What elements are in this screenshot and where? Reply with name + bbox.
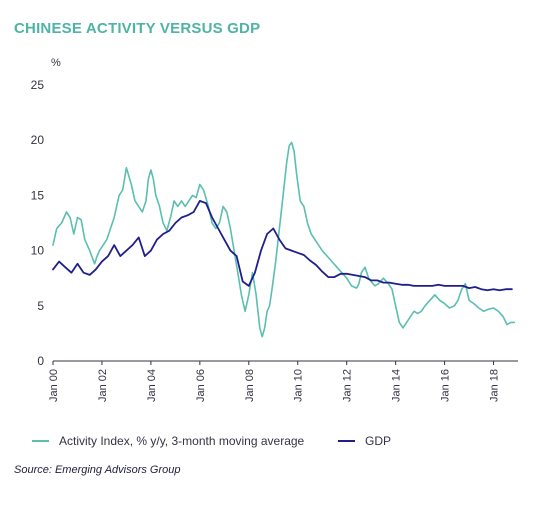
- x-tick-label: Jan 06: [195, 369, 207, 402]
- y-tick-label: 20: [31, 133, 45, 147]
- y-tick-label: 5: [37, 299, 44, 313]
- x-tick-label: Jan 18: [489, 369, 501, 402]
- x-tick-label: Jan 10: [293, 369, 305, 402]
- y-tick-label: 25: [31, 78, 45, 92]
- x-tick-label: Jan 08: [244, 369, 256, 402]
- y-tick-label: 15: [31, 188, 45, 202]
- legend: Activity Index, % y/y, 3-month moving av…: [32, 434, 391, 448]
- source-note: Source: Emerging Advisors Group: [14, 464, 181, 476]
- y-tick-label: 10: [31, 244, 45, 258]
- activity-index-line: [52, 141, 516, 338]
- x-tick-label: Jan 04: [146, 369, 158, 402]
- x-tick-label: Jan 00: [48, 369, 60, 402]
- gdp-line: [52, 199, 513, 292]
- x-tick-label: Jan 16: [440, 369, 452, 402]
- series-layer: [52, 141, 516, 338]
- legend-activity-index-label: Activity Index, % y/y, 3-month moving av…: [59, 434, 305, 448]
- x-tick-label: Jan 02: [97, 369, 109, 402]
- y-tick-label: 0: [37, 354, 44, 368]
- axes: % 0 5 10 15 20 25 Jan 00 Jan 02 Jan 04 Jan 06 Jan 0…: [31, 57, 518, 402]
- legend-gdp-label: GDP: [365, 434, 391, 448]
- y-unit-label: %: [51, 57, 61, 69]
- chart-title: CHINESE ACTIVITY VERSUS GDP: [14, 20, 261, 37]
- x-tick-label: Jan 12: [342, 369, 354, 402]
- x-tick-label: Jan 14: [391, 369, 403, 402]
